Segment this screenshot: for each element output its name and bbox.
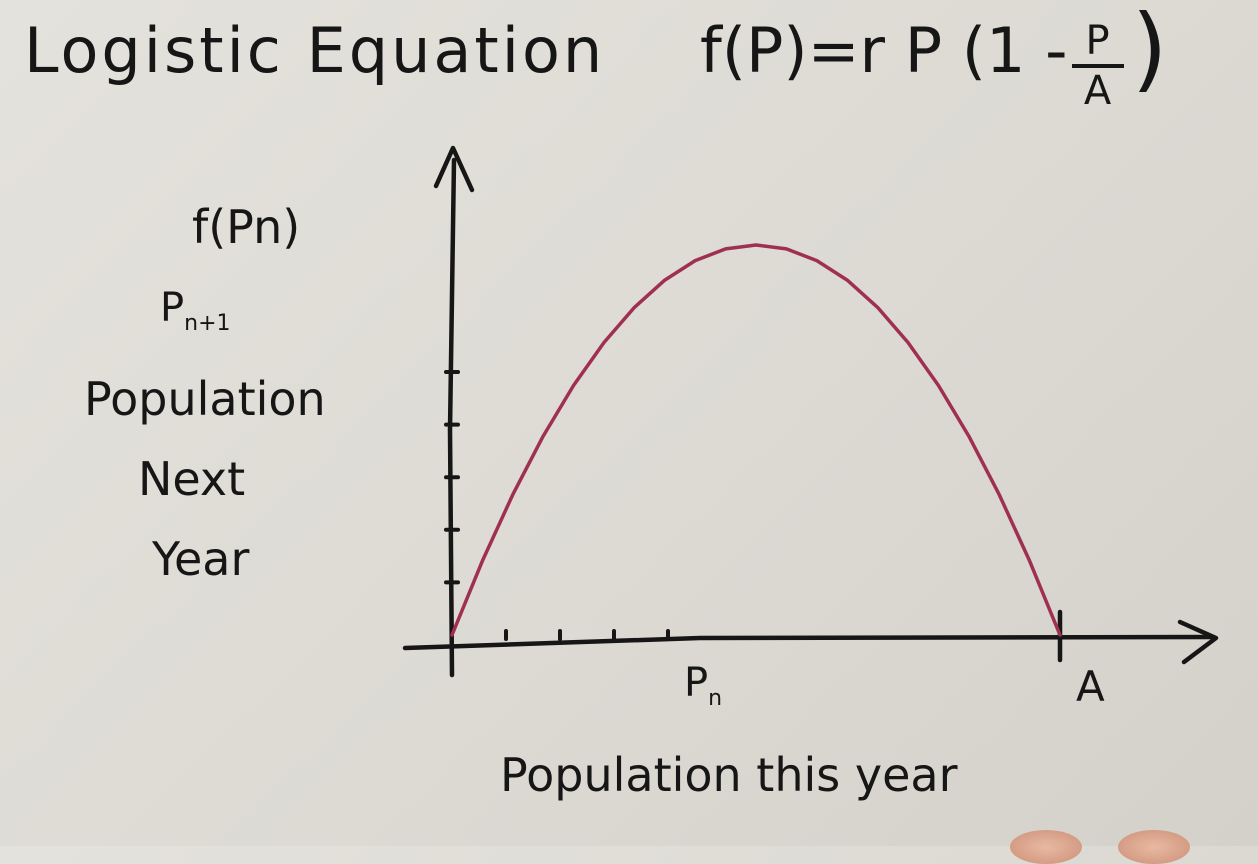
formula-lhs: f(P)	[700, 14, 808, 87]
y-axis-line	[447, 157, 457, 678]
chart-canvas	[402, 145, 1219, 678]
logistic-curve	[450, 243, 1062, 637]
y-axis-label-next: Next	[138, 452, 246, 506]
logistic-formula: f(P) = r P (1 - P A )	[700, 3, 1167, 114]
y-label-subscript: n+1	[184, 311, 231, 336]
x-axis-line	[402, 634, 1215, 651]
formula-close-paren: )	[1131, 0, 1168, 102]
x-axis-arrowhead	[1177, 619, 1219, 665]
x-label-subscript: n	[708, 686, 723, 711]
formula-denominator: A	[1083, 68, 1112, 114]
finger-right	[1118, 830, 1190, 864]
axes	[402, 145, 1219, 678]
formula-rhs-prefix: r P (1 -	[859, 14, 1068, 87]
x-tick-label-a: A	[1076, 662, 1105, 711]
y-axis-label-next-term: Pn+1	[160, 285, 231, 336]
y-axis-arrowhead	[433, 145, 475, 193]
logistic-curve-group	[450, 243, 1062, 637]
y-axis-label-population: Population	[84, 372, 326, 426]
finger-left	[1010, 830, 1082, 864]
y-axis-label-function: f(Pn)	[192, 200, 301, 254]
formula-equals: =	[807, 14, 860, 87]
formula-numerator: P	[1085, 18, 1110, 64]
x-axis-label: Population this year	[500, 748, 958, 802]
chart-title: Logistic Equation	[24, 14, 606, 87]
y-axis-label-year: Year	[152, 532, 250, 586]
x-tick-label-pn: Pn	[684, 660, 722, 711]
formula-fraction: P A	[1071, 18, 1124, 114]
axis-ticks	[444, 370, 1063, 663]
y-label-p: P	[160, 285, 185, 331]
x-label-p: P	[684, 660, 709, 706]
fraction-bar	[1071, 64, 1124, 68]
